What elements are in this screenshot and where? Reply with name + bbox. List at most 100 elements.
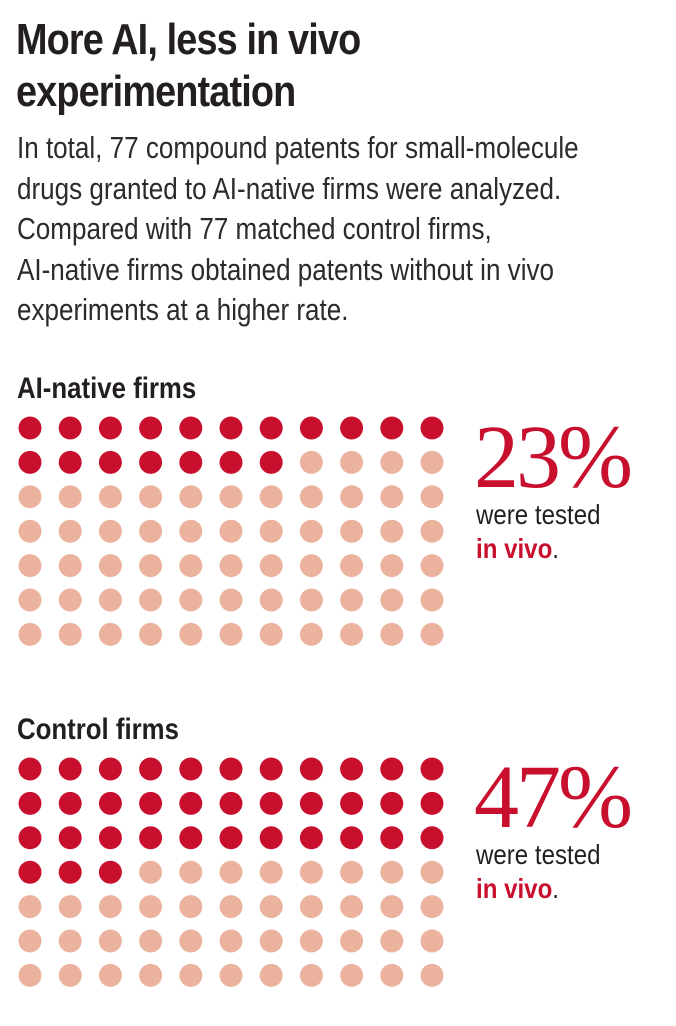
dot-tested [98, 450, 122, 474]
dot-tested [58, 826, 82, 850]
dot-not-tested [380, 450, 404, 474]
dot-not-tested [98, 519, 122, 543]
dot-not-tested [340, 963, 364, 987]
dot-tested [299, 416, 323, 440]
dot-not-tested [380, 588, 404, 612]
dot-tested [18, 416, 42, 440]
dot-not-tested [380, 485, 404, 509]
dot-not-tested [179, 622, 203, 646]
caption-prefix: were tested [476, 839, 601, 870]
dot-tested [179, 757, 203, 781]
dot-tested [219, 416, 243, 440]
dot-not-tested [340, 450, 364, 474]
dot-tested [380, 826, 404, 850]
dot-tested [340, 826, 364, 850]
dot-not-tested [18, 519, 42, 543]
dot-tested [219, 757, 243, 781]
dot-not-tested [18, 895, 42, 919]
dot-not-tested [420, 519, 444, 543]
dot-not-tested [380, 963, 404, 987]
dot-not-tested [219, 554, 243, 578]
dot-tested [98, 757, 122, 781]
dot-tested [380, 416, 404, 440]
dot-not-tested [219, 519, 243, 543]
dot-not-tested [259, 554, 283, 578]
dot-not-tested [18, 554, 42, 578]
dot-not-tested [139, 963, 163, 987]
dot-not-tested [98, 963, 122, 987]
dot-not-tested [340, 622, 364, 646]
dot-not-tested [58, 895, 82, 919]
dot-not-tested [340, 929, 364, 953]
dot-not-tested [259, 622, 283, 646]
dot-tested [420, 826, 444, 850]
waffle-control [18, 757, 444, 987]
dot-tested [98, 791, 122, 815]
dot-tested [219, 450, 243, 474]
dot-not-tested [18, 622, 42, 646]
dot-not-tested [179, 895, 203, 919]
dot-not-tested [139, 860, 163, 884]
dot-not-tested [380, 929, 404, 953]
dot-not-tested [58, 622, 82, 646]
dot-not-tested [219, 929, 243, 953]
dot-tested [340, 757, 364, 781]
dot-not-tested [259, 860, 283, 884]
dot-not-tested [299, 588, 323, 612]
dot-tested [58, 757, 82, 781]
dot-not-tested [98, 895, 122, 919]
dot-tested [259, 757, 283, 781]
dot-not-tested [139, 929, 163, 953]
panel-label-control: Control firms [17, 713, 179, 746]
caption-highlight: in vivo [476, 533, 553, 564]
dot-not-tested [380, 519, 404, 543]
dot-tested [299, 791, 323, 815]
dot-tested [18, 826, 42, 850]
dot-tested [380, 757, 404, 781]
dot-not-tested [98, 554, 122, 578]
caption-suffix: . [552, 873, 559, 904]
dot-not-tested [58, 554, 82, 578]
dot-not-tested [259, 519, 283, 543]
dot-not-tested [98, 588, 122, 612]
dot-not-tested [420, 622, 444, 646]
subtitle-line: In total, 77 compound patents for small-… [17, 130, 579, 165]
dot-not-tested [340, 485, 364, 509]
dot-not-tested [179, 554, 203, 578]
dot-tested [340, 791, 364, 815]
dot-not-tested [420, 588, 444, 612]
dot-not-tested [139, 895, 163, 919]
subtitle-line: experiments at a higher rate. [17, 292, 349, 327]
dot-tested [139, 757, 163, 781]
dot-tested [98, 416, 122, 440]
caption-prefix: were tested [476, 499, 601, 530]
subtitle-line: drugs granted to AI-native firms were an… [17, 170, 562, 206]
dot-not-tested [299, 963, 323, 987]
dot-not-tested [420, 963, 444, 987]
dot-not-tested [179, 929, 203, 953]
dot-not-tested [58, 588, 82, 612]
dot-not-tested [420, 485, 444, 509]
caption-suffix: . [552, 533, 559, 564]
dot-not-tested [380, 895, 404, 919]
dot-not-tested [58, 519, 82, 543]
subtitle-line: Compared with 77 matched control firms, [17, 211, 492, 246]
dot-not-tested [380, 860, 404, 884]
dot-not-tested [219, 963, 243, 987]
dot-tested [259, 791, 283, 815]
title-line-1: More AI, less in vivo [16, 15, 361, 64]
dot-not-tested [179, 963, 203, 987]
dot-not-tested [299, 554, 323, 578]
dot-tested [299, 826, 323, 850]
dot-not-tested [18, 929, 42, 953]
caption-control: were tested in vivo. [476, 838, 600, 906]
dot-tested [139, 450, 163, 474]
dot-not-tested [299, 860, 323, 884]
dot-tested [340, 416, 364, 440]
dot-not-tested [420, 929, 444, 953]
dot-tested [58, 450, 82, 474]
dot-not-tested [299, 519, 323, 543]
dot-tested [259, 450, 283, 474]
dot-tested [259, 416, 283, 440]
dot-tested [18, 860, 42, 884]
